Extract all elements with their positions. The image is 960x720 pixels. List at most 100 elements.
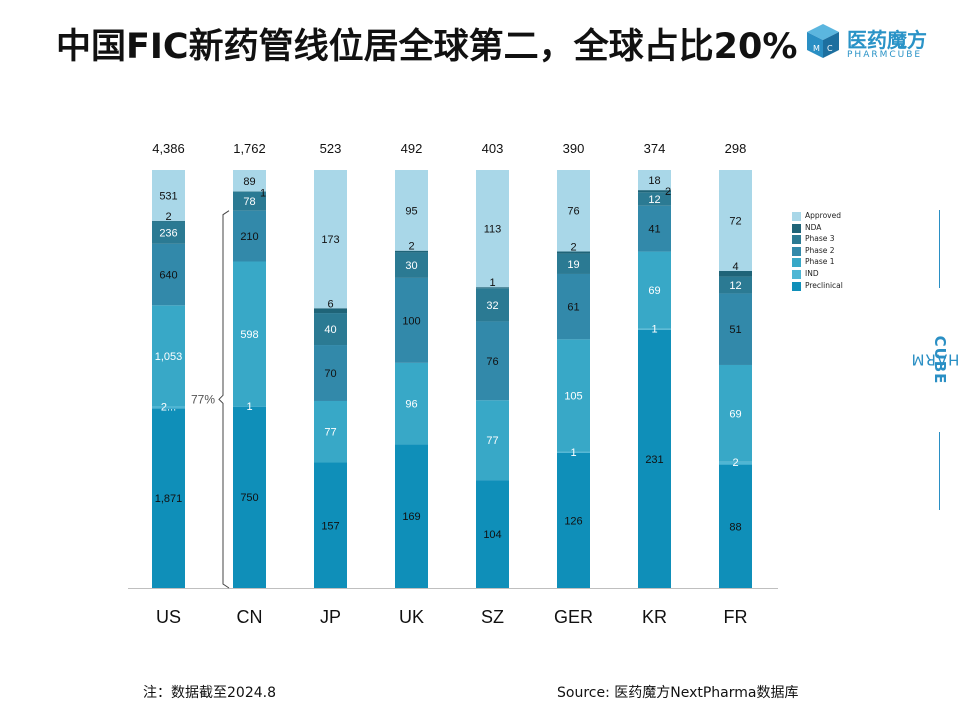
brand-divider-bottom: [939, 432, 940, 510]
bar-segment-fr-nda: [719, 270, 752, 277]
vertical-brand: PHARMCUBE: [911, 300, 960, 420]
legend-swatch: [792, 269, 801, 279]
bar-segment-us-phase-2: [152, 243, 185, 306]
bar-segment-cn-approved: [233, 170, 266, 192]
legend-swatch: [792, 235, 801, 245]
legend-swatch: [792, 246, 801, 256]
data-label-us-phase-1: 1,053: [155, 351, 183, 363]
bar-segment-us-ind: [152, 406, 185, 409]
bar-segment-cn-preclinical: [233, 406, 266, 588]
total-label-sz: 403: [482, 141, 504, 156]
data-label-uk-approved: 95: [405, 205, 417, 217]
bar-segment-kr-nda: [638, 190, 671, 193]
data-label-sz-phase-3: 32: [486, 300, 498, 312]
legend-item-approved: Approved: [792, 211, 872, 223]
data-label-jp-phase-2: 70: [324, 368, 336, 380]
data-label-kr-phase-3: 12: [648, 194, 660, 206]
legend-label: Phase 2: [805, 245, 835, 255]
category-label-sz: SZ: [481, 607, 504, 627]
legend-swatch: [792, 258, 801, 268]
legend-label: NDA: [805, 222, 822, 232]
data-label-fr-preclinical: 88: [729, 521, 741, 533]
bar-segment-us-preclinical: [152, 408, 185, 588]
data-label-ger-phase-1: 105: [564, 391, 582, 403]
brand-divider-top: [939, 210, 940, 288]
annotation-label: 77%: [191, 392, 215, 406]
bar-segment-ger-phase-3: [557, 253, 590, 274]
legend-swatch: [792, 212, 801, 221]
data-label-ger-ind: 1: [570, 447, 576, 459]
legend-label: Phase 1: [805, 257, 835, 267]
bar-segment-fr-phase-1: [719, 364, 752, 462]
bar-segment-fr-ind: [719, 461, 752, 465]
svg-text:M: M: [813, 44, 820, 53]
bar-segment-cn-phase-2: [233, 210, 266, 262]
page-title: 中国FIC新药管线位居全球第二，全球占比20%: [56, 27, 798, 67]
bar-segment-jp-phase-3: [314, 313, 347, 346]
bar-segment-kr-phase-1: [638, 251, 671, 329]
data-label-uk-preclinical: 169: [402, 511, 420, 523]
bar-segment-kr-phase-3: [638, 192, 671, 206]
bar-segment-sz-phase-1: [476, 400, 509, 481]
bar-segment-ger-nda: [557, 251, 590, 254]
bar-segment-uk-approved: [395, 170, 428, 251]
data-label-sz-preclinical: 104: [483, 529, 501, 541]
data-label-cn-ind: 1: [246, 401, 252, 413]
data-label-kr-preclinical: 231: [645, 454, 663, 466]
bar-segment-ger-preclinical: [557, 452, 590, 588]
data-label-jp-nda: 6: [327, 298, 333, 310]
data-label-ger-preclinical: 126: [564, 515, 582, 527]
data-label-sz-phase-1: 77: [486, 435, 498, 447]
vertical-brand-light: PHARM: [910, 351, 960, 369]
legend-swatch: [792, 223, 801, 233]
bar-segment-fr-approved: [719, 170, 752, 271]
brand-logo: M C 医药魔方 PHARMCUBE: [805, 22, 945, 66]
bar-segment-sz-phase-2: [476, 321, 509, 401]
category-label-ger: GER: [554, 607, 593, 627]
legend-swatch: [792, 281, 801, 291]
data-label-fr-ind: 2: [732, 457, 738, 469]
data-label-cn-nda: 1: [260, 188, 266, 200]
bar-segment-sz-nda: [476, 287, 509, 289]
bar-segment-fr-phase-2: [719, 293, 752, 365]
chart-legend: Approved NDA Phase 3 Phase 2 Phase 1 IND Precl…: [792, 211, 872, 292]
category-label-us: US: [156, 607, 181, 627]
bar-segment-us-phase-3: [152, 221, 185, 244]
legend-label: Approved: [805, 211, 841, 220]
data-label-cn-phase-2: 210: [240, 231, 258, 243]
bar-segment-cn-phase-3: [233, 191, 266, 211]
data-label-sz-nda: 1: [489, 277, 495, 289]
bar-segment-jp-nda: [314, 308, 347, 314]
data-label-uk-phase-1: 96: [405, 399, 417, 411]
bar-segment-ger-approved: [557, 170, 590, 252]
data-label-cn-phase-3: 78: [243, 196, 255, 208]
category-label-fr: FR: [724, 607, 748, 627]
category-label-uk: UK: [399, 607, 424, 627]
data-label-kr-phase-2: 41: [648, 224, 660, 236]
data-label-fr-nda: 4: [732, 261, 738, 273]
data-label-kr-approved: 18: [648, 175, 660, 187]
data-label-us-phase-3: 236: [159, 228, 177, 240]
data-label-us-approved: 531: [159, 190, 177, 202]
data-label-uk-phase-3: 30: [405, 260, 417, 272]
total-label-fr: 298: [725, 141, 747, 156]
total-label-ger: 390: [563, 141, 585, 156]
data-label-us-preclinical: 1,871: [155, 493, 183, 505]
bar-segment-sz-approved: [476, 170, 509, 288]
source-note: Source: 医药魔方NextPharma数据库: [557, 685, 799, 701]
legend-item-phase-2: Phase 2: [792, 246, 872, 258]
total-label-cn: 1,762: [233, 141, 266, 156]
bar-segment-uk-phase-2: [395, 277, 428, 363]
data-label-jp-preclinical: 157: [321, 520, 339, 532]
bar-segment-kr-preclinical: [638, 329, 671, 588]
bar-segment-uk-preclinical: [395, 444, 428, 588]
data-label-us-phase-2: 640: [159, 270, 177, 282]
data-label-sz-approved: 113: [484, 224, 502, 236]
legend-item-phase-3: Phase 3: [792, 234, 872, 246]
cube-logo-icon: M C: [807, 24, 839, 58]
legend-item-phase-1: Phase 1: [792, 257, 872, 269]
total-label-us: 4,386: [152, 141, 185, 156]
data-label-fr-phase-3: 12: [729, 280, 741, 292]
legend-item-ind: IND: [792, 269, 872, 281]
data-label-sz-phase-2: 76: [486, 356, 498, 368]
